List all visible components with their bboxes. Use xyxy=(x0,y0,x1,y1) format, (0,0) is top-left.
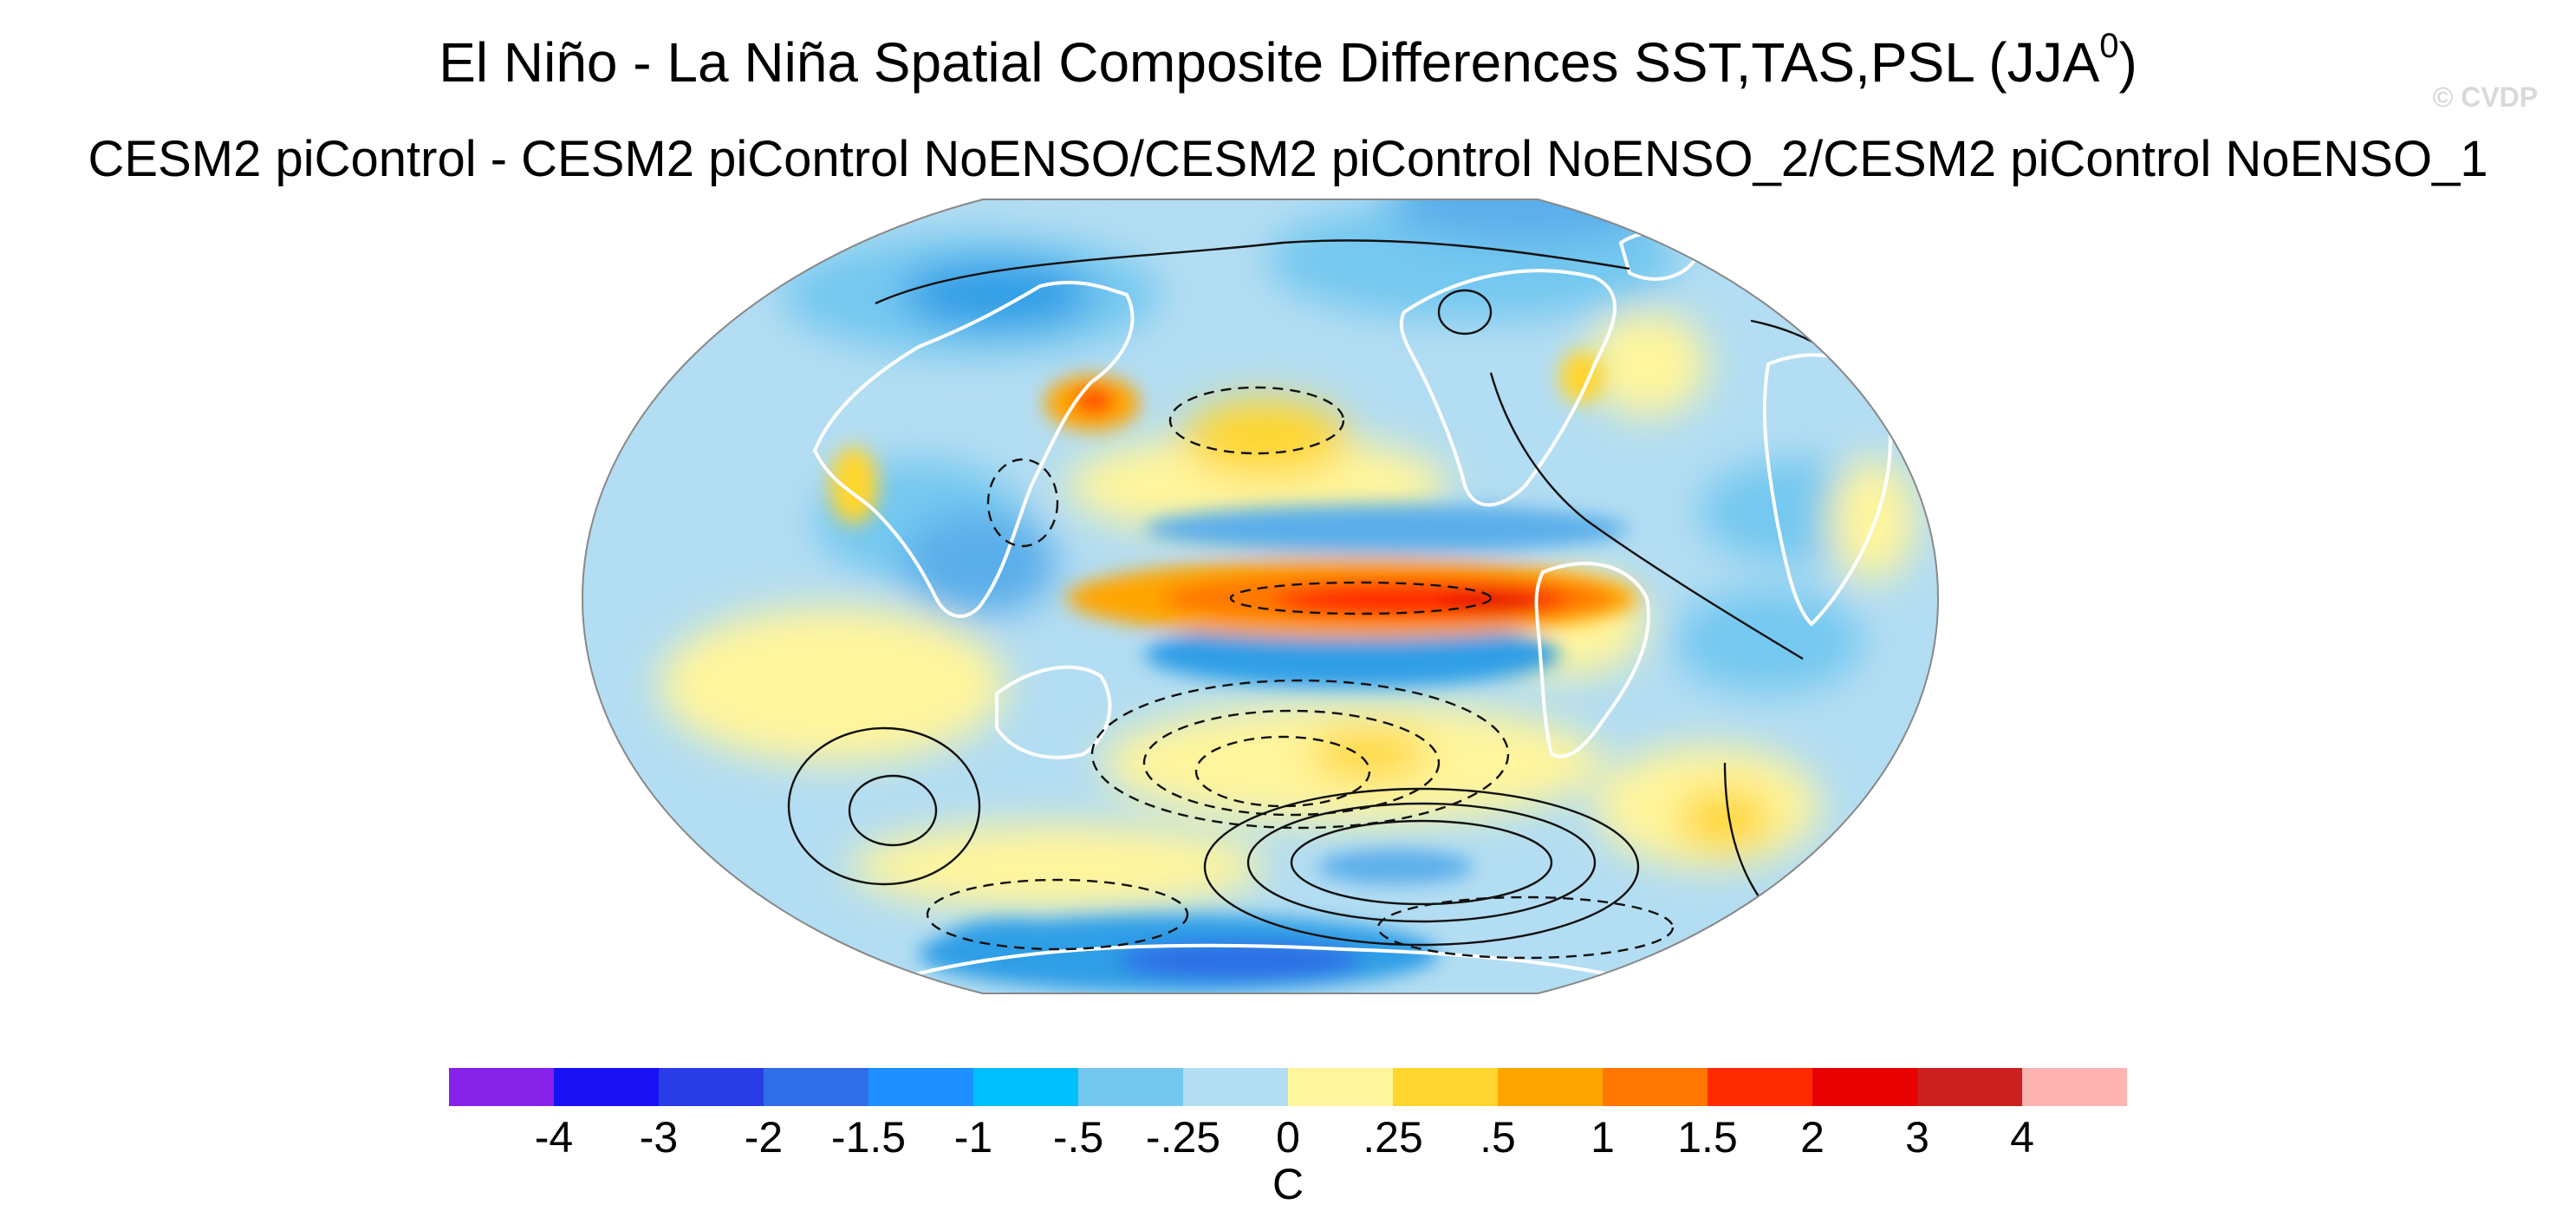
colorbar-swatch xyxy=(1288,1068,1393,1106)
cool-region-maritime-continent xyxy=(901,511,1057,615)
contour-positive xyxy=(1246,802,1597,923)
colorbar-tick-label: 0 xyxy=(1276,1113,1300,1162)
colorbar-tick-label: .5 xyxy=(1480,1113,1516,1162)
colorbar-swatch xyxy=(2022,1068,2127,1106)
main-title-superscript: 0 xyxy=(2099,27,2119,65)
contour-positive xyxy=(1489,372,1804,661)
psl-contours xyxy=(787,239,1856,947)
colorbar-tick-label: -1.5 xyxy=(830,1113,907,1162)
off-equator-cool-band-north xyxy=(1144,505,1630,553)
warm-region-southern-ocean xyxy=(849,824,1265,910)
contour-negative xyxy=(986,458,1059,548)
sub-title: CESM2 piControl - CESM2 piControl NoENSO… xyxy=(88,131,2488,187)
colorbar-tick-label: 2 xyxy=(1800,1113,1825,1162)
main-title-text: El Niño - La Niña Spatial Composite Diff… xyxy=(439,31,2100,94)
colorbar xyxy=(449,1068,2127,1106)
colorbar-unit-label: C xyxy=(1272,1160,1304,1208)
coastline-south-america xyxy=(1534,562,1650,758)
warm-region-south-atlantic-core xyxy=(1677,789,1773,850)
southern-ocean-cool-core xyxy=(1118,941,1361,980)
contour-negative xyxy=(1229,581,1493,615)
contour-negative xyxy=(926,878,1189,951)
colorbar-swatch xyxy=(1183,1068,1288,1106)
contour-negative xyxy=(1168,386,1345,455)
colorbar-tick-label: -3 xyxy=(639,1113,679,1162)
colorbar-tick-labels: -4 -3 -2 -1.5 -1 -.5 -.25 0 .25 .5 1 1.5 2 3 4 xyxy=(0,1111,2576,1163)
anomaly-field xyxy=(659,199,1916,910)
warm-region-south-central-pacific xyxy=(1309,730,1430,778)
colorbar-tick-label: -4 xyxy=(534,1113,574,1162)
colorbar-tick-label: 1 xyxy=(1590,1113,1615,1162)
off-equator-cool-band-south xyxy=(1144,622,1560,687)
colorbar-swatch xyxy=(1498,1068,1603,1106)
colorbar-swatch xyxy=(868,1068,973,1106)
arabian-warm-patch xyxy=(829,446,878,524)
coastline-north-america xyxy=(1399,269,1617,507)
kuroshio-warm-core xyxy=(1075,388,1113,413)
globe-outline xyxy=(581,199,1940,994)
colorbar-swatch xyxy=(1812,1068,1917,1106)
colorbar-tick-label: .25 xyxy=(1363,1113,1423,1162)
colorbar-tick-label: -1 xyxy=(953,1113,993,1162)
colorbar-tick-label: -.5 xyxy=(1052,1113,1104,1162)
contour-positive xyxy=(848,774,938,847)
warm-region-africa xyxy=(1829,459,1916,581)
contour-negative xyxy=(1142,709,1441,817)
colorbar-swatch xyxy=(973,1068,1078,1106)
main-title: El Niño - La Niña Spatial Composite Diff… xyxy=(0,26,2576,99)
south-pacific-cool-patch xyxy=(1317,850,1473,884)
coastline-asia xyxy=(813,280,1135,618)
cool-region-northeast-pacific xyxy=(1387,199,1664,243)
contour-negative xyxy=(1376,895,1675,960)
coastline-australia xyxy=(995,665,1112,759)
colorbar-swatch xyxy=(1603,1068,1708,1106)
warm-region-north-atlantic xyxy=(1586,312,1708,416)
contour-positive xyxy=(875,239,1630,305)
contour-positive xyxy=(787,726,981,886)
contour-negative xyxy=(1090,679,1510,830)
colorbar-tick-label: 1.5 xyxy=(1677,1113,1738,1162)
psl-contours-negative xyxy=(926,386,1675,960)
colorbar-tick-label: 4 xyxy=(2010,1113,2034,1162)
colorbar-swatch xyxy=(659,1068,764,1106)
cool-region-eurasia xyxy=(901,260,1092,329)
colorbar-swatch xyxy=(1393,1068,1498,1106)
colorbar-swatch xyxy=(1078,1068,1183,1106)
cool-region-south-atlantic xyxy=(1673,589,1864,693)
contour-positive xyxy=(1203,787,1640,947)
main-title-close: ) xyxy=(2118,31,2137,94)
colorbar-tick-label: 3 xyxy=(1905,1113,1929,1162)
colorbar-swatch xyxy=(554,1068,659,1106)
contour-positive xyxy=(1437,289,1493,335)
warm-region-west-pacific xyxy=(1183,399,1348,477)
colorbar-tick-label: -2 xyxy=(744,1113,784,1162)
colorbar-swatch xyxy=(449,1068,554,1106)
colorbar-swatch xyxy=(1708,1068,1812,1106)
contour-negative xyxy=(1194,735,1371,808)
warm-tongue-core xyxy=(1439,592,1543,613)
warm-region-south-indian xyxy=(659,607,1005,763)
watermark: © CVDP xyxy=(2432,81,2538,113)
colorbar-tick-label: -.25 xyxy=(1145,1113,1221,1162)
contour-positive xyxy=(1290,819,1553,906)
colorbar-swatch xyxy=(764,1068,868,1106)
colorbar-swatch xyxy=(1917,1068,2022,1106)
coastline-antarctica xyxy=(866,943,1665,990)
